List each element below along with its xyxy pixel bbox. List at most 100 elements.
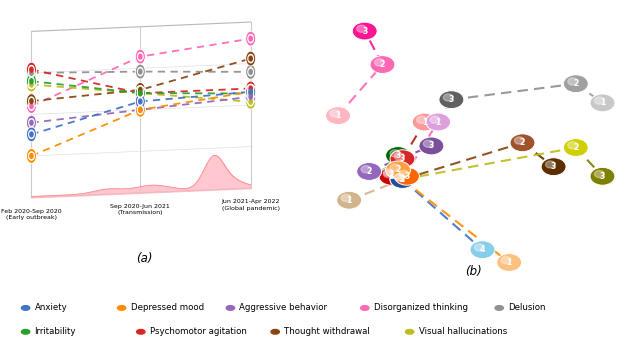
Circle shape <box>563 138 588 157</box>
Text: 3: 3 <box>600 172 605 181</box>
Text: Disorganized thinking: Disorganized thinking <box>374 303 468 313</box>
Circle shape <box>330 110 340 117</box>
Circle shape <box>30 153 33 158</box>
Circle shape <box>568 142 578 149</box>
Circle shape <box>138 89 143 97</box>
Circle shape <box>139 88 142 92</box>
Circle shape <box>470 241 495 258</box>
Circle shape <box>374 59 385 66</box>
Text: 3: 3 <box>400 154 405 163</box>
Text: Visual hallucinations: Visual hallucinations <box>419 327 507 336</box>
Circle shape <box>26 77 36 92</box>
Circle shape <box>497 253 522 271</box>
Circle shape <box>138 86 143 94</box>
Circle shape <box>515 137 524 144</box>
Circle shape <box>135 86 145 101</box>
Circle shape <box>383 171 393 178</box>
Circle shape <box>337 191 362 209</box>
Circle shape <box>29 152 34 160</box>
Circle shape <box>30 132 33 137</box>
Circle shape <box>248 35 253 43</box>
Circle shape <box>138 53 143 61</box>
Circle shape <box>29 69 34 77</box>
Circle shape <box>379 166 404 184</box>
Circle shape <box>26 94 36 109</box>
Circle shape <box>361 166 371 173</box>
Text: Anxiety: Anxiety <box>35 303 67 313</box>
Circle shape <box>30 82 33 87</box>
Text: 2: 2 <box>367 167 372 176</box>
Circle shape <box>394 174 404 181</box>
Text: Jun 2021-Apr 2022
(Global pandemic): Jun 2021-Apr 2022 (Global pandemic) <box>221 199 280 210</box>
Circle shape <box>139 108 142 112</box>
Circle shape <box>138 106 143 114</box>
Circle shape <box>249 86 252 91</box>
Circle shape <box>139 99 142 104</box>
Circle shape <box>249 89 252 94</box>
Circle shape <box>138 89 143 97</box>
Circle shape <box>26 148 36 163</box>
Circle shape <box>563 75 588 93</box>
Circle shape <box>138 68 143 76</box>
Text: 1: 1 <box>346 196 352 205</box>
Circle shape <box>135 94 145 109</box>
Circle shape <box>545 161 556 168</box>
Circle shape <box>390 171 415 188</box>
Circle shape <box>248 84 253 93</box>
Circle shape <box>249 94 252 99</box>
Circle shape <box>249 89 252 94</box>
Circle shape <box>139 108 142 112</box>
Circle shape <box>595 97 604 104</box>
Text: 2: 2 <box>380 60 385 69</box>
Circle shape <box>30 120 33 125</box>
Circle shape <box>30 104 33 109</box>
Circle shape <box>595 171 604 178</box>
Text: Irritability: Irritability <box>35 327 76 336</box>
Circle shape <box>26 74 36 89</box>
Circle shape <box>135 82 145 97</box>
Circle shape <box>356 25 367 32</box>
Circle shape <box>394 174 404 181</box>
Circle shape <box>390 171 415 188</box>
Text: 1: 1 <box>335 111 340 120</box>
Text: Thought withdrawal: Thought withdrawal <box>284 327 370 336</box>
Text: 3: 3 <box>396 151 401 160</box>
Circle shape <box>246 64 256 79</box>
Text: 2: 2 <box>388 170 394 179</box>
Circle shape <box>139 91 142 96</box>
Circle shape <box>444 94 453 101</box>
Text: 4: 4 <box>480 245 485 254</box>
Circle shape <box>246 31 256 46</box>
Text: 3: 3 <box>429 141 434 151</box>
Circle shape <box>138 106 143 114</box>
Text: Delusion: Delusion <box>508 303 546 313</box>
Circle shape <box>29 102 34 110</box>
Circle shape <box>30 79 33 84</box>
Circle shape <box>26 66 36 80</box>
Text: 1: 1 <box>506 258 512 267</box>
Circle shape <box>26 115 36 130</box>
Circle shape <box>390 150 415 168</box>
Circle shape <box>399 171 409 178</box>
Circle shape <box>385 147 410 164</box>
Circle shape <box>248 88 253 96</box>
Text: Psychomotor agitation: Psychomotor agitation <box>150 327 246 336</box>
Circle shape <box>417 116 427 124</box>
Text: 1: 1 <box>435 117 441 126</box>
Text: Depressed mood: Depressed mood <box>131 303 204 313</box>
Circle shape <box>248 93 253 101</box>
Circle shape <box>139 91 142 96</box>
Circle shape <box>246 51 256 66</box>
Circle shape <box>29 119 34 127</box>
Circle shape <box>246 84 256 99</box>
Circle shape <box>135 102 145 117</box>
Circle shape <box>246 84 256 99</box>
Circle shape <box>138 98 143 106</box>
Circle shape <box>501 257 511 264</box>
Text: (a): (a) <box>136 252 152 265</box>
Text: 2: 2 <box>573 79 579 88</box>
Circle shape <box>135 86 145 101</box>
Circle shape <box>246 89 256 104</box>
Circle shape <box>249 36 252 41</box>
Circle shape <box>249 91 252 96</box>
